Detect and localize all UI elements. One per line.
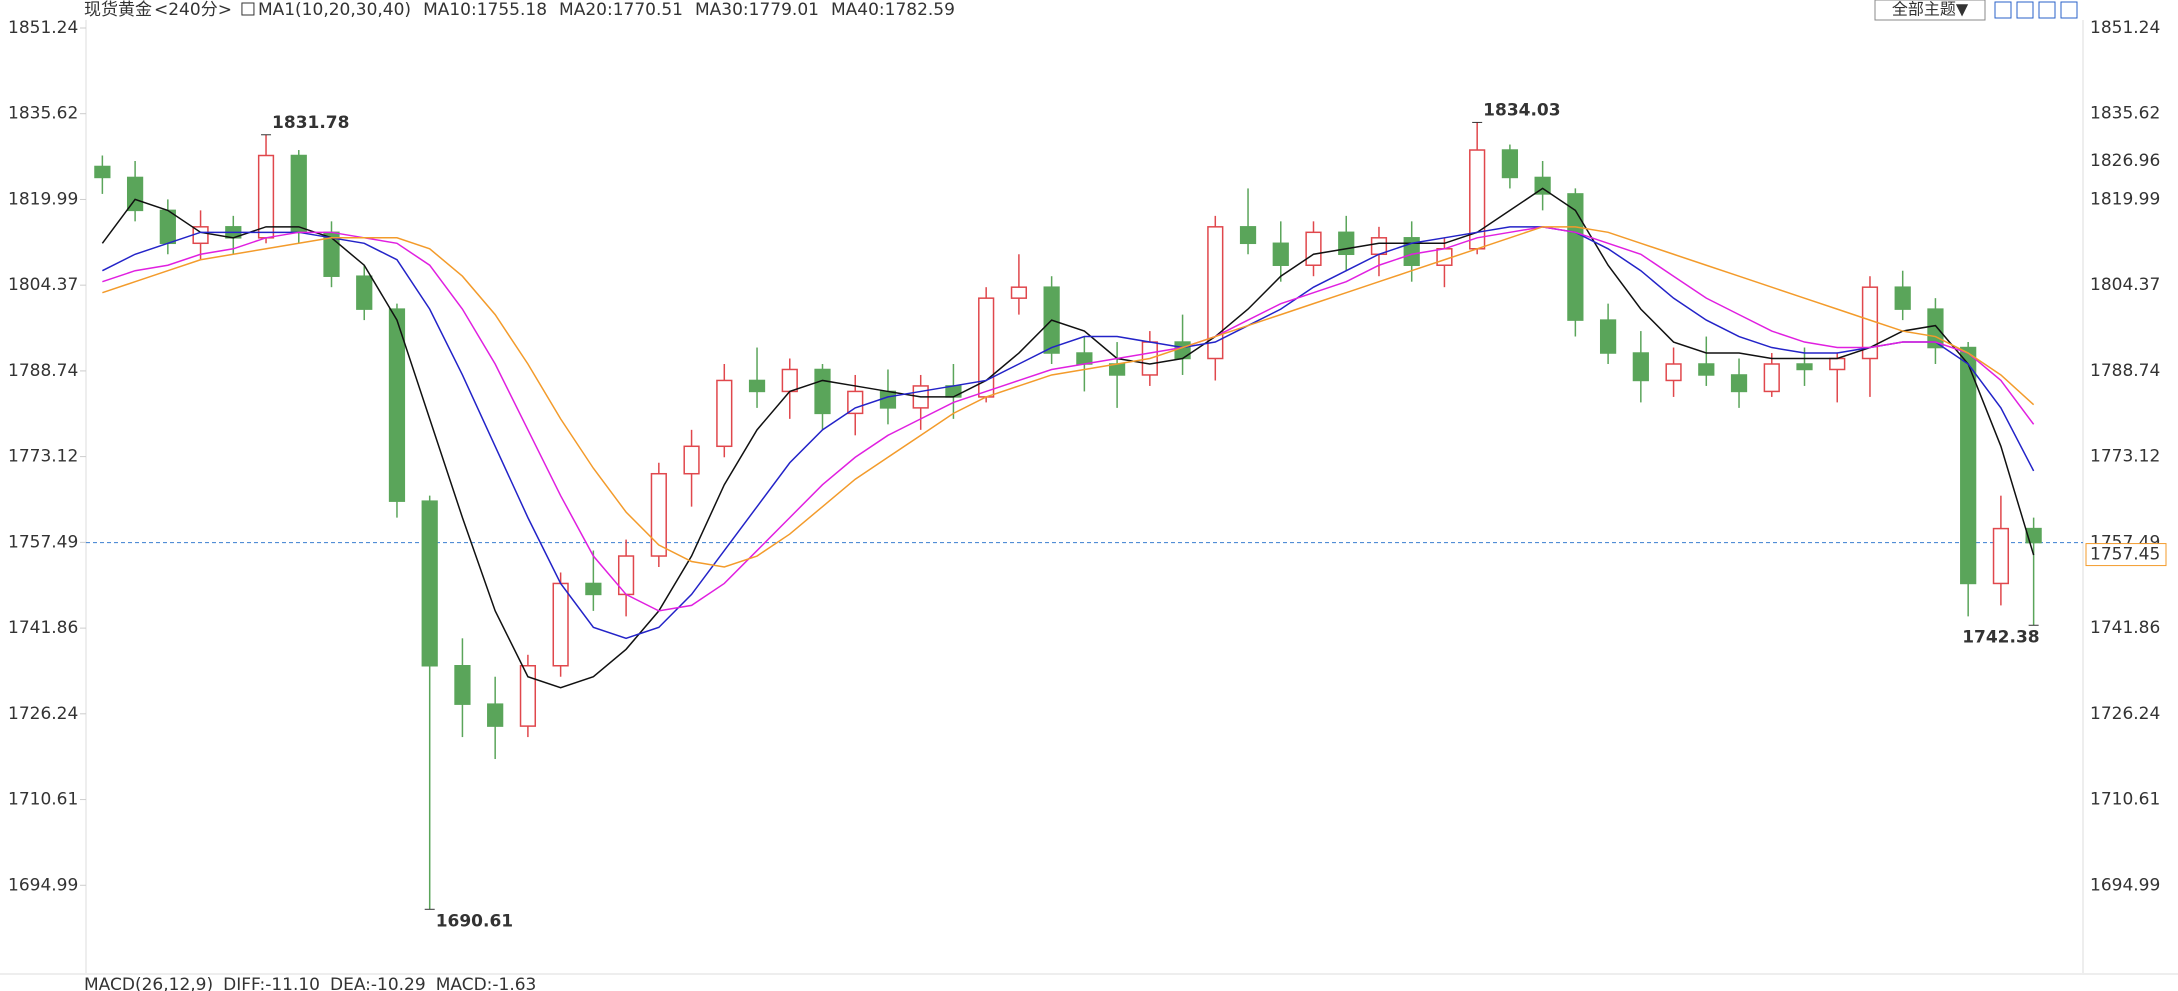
ma-line [102, 226, 2035, 568]
macd-diff: DIFF:-11.10 [223, 975, 320, 991]
candle-body [585, 582, 602, 596]
candle-body [552, 582, 569, 667]
y-tick-label-right: 1835.62 [2090, 104, 2160, 124]
indicator-icon [241, 2, 255, 16]
candle-body [388, 308, 406, 502]
candle-body [683, 445, 700, 475]
candle-body [978, 297, 995, 398]
legend-entry: MA30:1779.01 [695, 0, 819, 20]
candle-body [1698, 363, 1715, 376]
candle-body [650, 472, 667, 557]
y-tick-label: 1741.86 [8, 618, 78, 638]
candle-body [1338, 231, 1355, 256]
macd-value: MACD:-1.63 [436, 975, 537, 991]
candle-body [814, 368, 831, 415]
candle-body [487, 703, 504, 727]
candle-body [159, 209, 176, 245]
candle-body [1665, 363, 1682, 382]
y-tick-label: 1726.24 [8, 704, 78, 724]
title: 现货黄金 [84, 0, 152, 20]
candle-body [1010, 286, 1028, 299]
legend-entry: MA20:1770.51 [559, 0, 683, 20]
candle-body [1960, 346, 1977, 585]
ma-line [102, 226, 2035, 612]
theme-button[interactable]: 全部主题▼ [1892, 0, 1969, 19]
last-price-label: 1757.45 [2090, 545, 2160, 565]
y-tick-label-right: 1819.99 [2090, 189, 2160, 209]
y-tick-label: 1694.99 [8, 875, 78, 895]
legend-entry: MA40:1782.59 [831, 0, 955, 20]
candle-body [716, 379, 733, 448]
y-tick-label: 1757.49 [8, 532, 78, 552]
indicator: MA1(10,20,30,40) [258, 0, 411, 20]
candle-body [1632, 352, 1649, 382]
tool-icons[interactable] [1994, 1, 2078, 19]
y-tick-label: 1835.62 [8, 104, 78, 124]
y-tick-label: 1710.61 [8, 790, 78, 810]
candle-body [257, 154, 275, 239]
period: <240分> [154, 0, 232, 20]
candle-body [454, 665, 471, 705]
candle-body [1207, 226, 1224, 360]
y-tick-label: 1788.74 [8, 361, 78, 381]
candle-body [519, 665, 537, 727]
legend-entry: MA10:1755.18 [423, 0, 547, 20]
macd-label: MACD(26,12,9) [84, 975, 213, 991]
candle-body [1174, 341, 1191, 360]
macd-dea: DEA:-10.29 [330, 975, 426, 991]
last-price-box [2085, 543, 2167, 567]
candle-body [1730, 374, 1748, 393]
y-tick-label-right: 1851.24 [2090, 18, 2160, 38]
candle-body [1796, 363, 1813, 371]
y-tick-label-right: 1710.61 [2090, 790, 2160, 810]
candle-body [1272, 242, 1289, 266]
candle-body [1534, 176, 1551, 195]
candle-body [356, 275, 373, 310]
candle-body [1239, 226, 1257, 245]
y-tick-label-right: 1726.24 [2090, 704, 2160, 724]
y-tick-label-right: 1694.99 [2090, 875, 2160, 895]
y-tick-label-right: 1788.74 [2090, 361, 2160, 381]
theme-button-box[interactable] [1874, 0, 1986, 21]
candle-body [1305, 231, 1322, 266]
high-label: 1834.03 [1483, 100, 1560, 120]
candle-body [94, 165, 111, 179]
candle-body [1599, 319, 1617, 354]
y-tick-label-right: 1804.37 [2090, 275, 2160, 295]
candle-body [847, 390, 864, 415]
candle-body [945, 385, 962, 398]
candle-body [1076, 352, 1093, 365]
ma-line [101, 187, 2035, 689]
low-label: 1742.38 [1962, 627, 2039, 647]
candle-body [1992, 527, 2010, 585]
candle-body [1436, 248, 1453, 266]
y-tick-label: 1773.12 [8, 447, 78, 467]
high-label: 1831.78 [272, 113, 349, 133]
ma-line [102, 226, 2035, 640]
candle-body [2025, 527, 2042, 544]
y-tick-label-right: 1741.86 [2090, 618, 2160, 638]
y-tick-label: 1819.99 [8, 189, 78, 209]
right-marker: 1826.96 [2090, 151, 2160, 171]
candle-body [421, 500, 438, 667]
candle-body [126, 176, 144, 212]
y-tick-label: 1851.24 [8, 18, 78, 38]
y-tick-label-right: 1773.12 [2090, 447, 2160, 467]
candle-body [1108, 363, 1126, 376]
candle-body [1894, 286, 1911, 310]
y-tick-label: 1804.37 [8, 275, 78, 295]
candle-body [1829, 357, 1846, 371]
candle-body [290, 154, 307, 234]
candle-body [1501, 149, 1519, 179]
candle-body [748, 379, 766, 393]
candle-body [781, 368, 798, 393]
candle-body [1763, 363, 1780, 393]
candle-body [879, 390, 897, 409]
candle-body [1567, 193, 1584, 321]
low-label: 1690.61 [436, 911, 513, 931]
